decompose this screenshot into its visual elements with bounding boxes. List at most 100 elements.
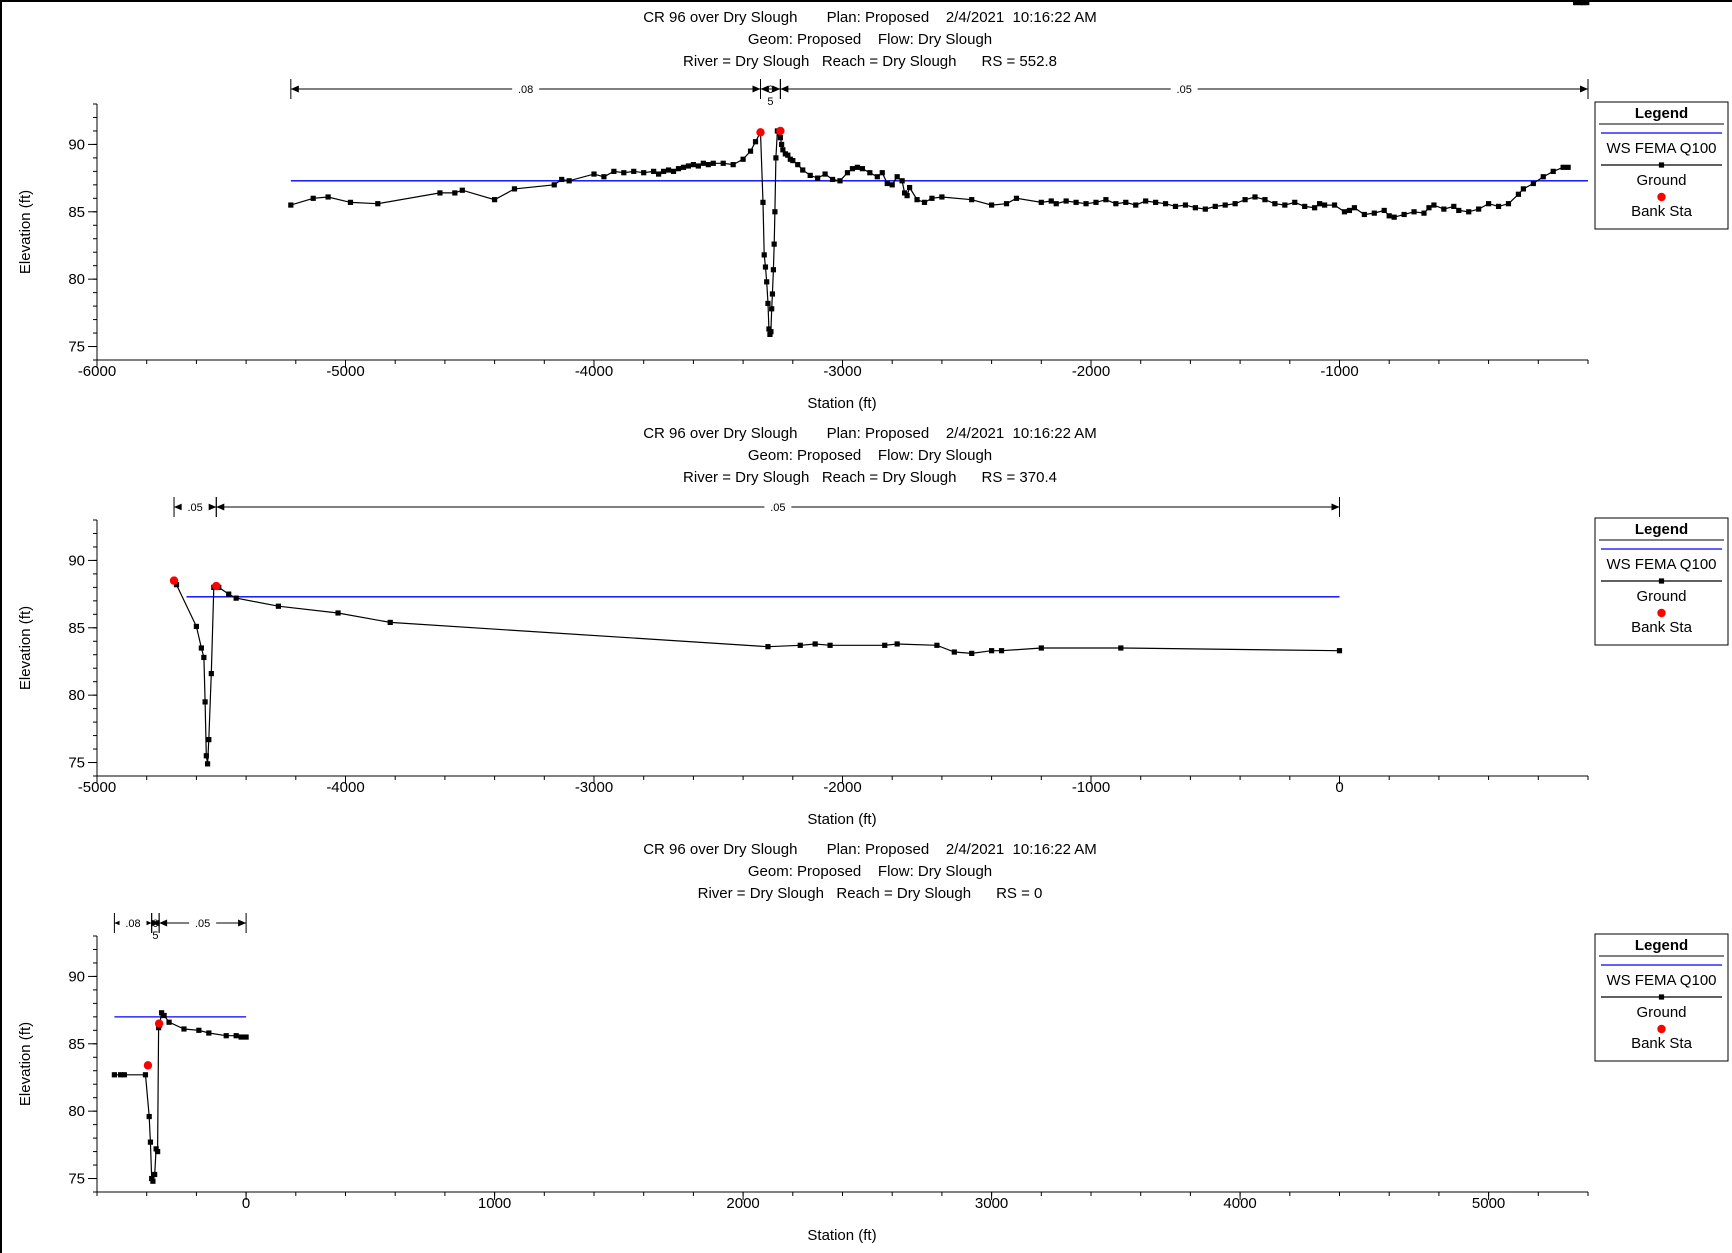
manning-n-label-bg — [512, 82, 540, 96]
y-tick-label: 85 — [68, 1036, 85, 1053]
y-tick-label: 85 — [68, 620, 85, 637]
ground-point-marker — [551, 182, 557, 188]
bank-station-marker — [776, 126, 785, 136]
ground-point-marker — [1476, 206, 1482, 212]
ground-point-marker — [1505, 201, 1512, 207]
manning-n-segment: .08 — [113, 913, 153, 933]
ground-point-marker — [1013, 195, 1020, 201]
ground-point-marker — [1162, 201, 1169, 207]
ground-point-marker — [740, 156, 746, 162]
ground-point-marker — [797, 642, 803, 648]
manning-n-label-part: 5 — [152, 930, 158, 942]
ground-point-marker — [142, 1072, 149, 1078]
manning-n-segment: .08 — [290, 79, 761, 99]
ground-point-marker — [800, 167, 806, 173]
x-tick-label: 4000 — [1223, 1195, 1256, 1212]
chart-title-line: CR 96 over Dry Slough Plan: Proposed 2/4… — [643, 425, 1097, 442]
ground-point-marker — [680, 164, 687, 170]
ground-point-marker — [181, 1026, 187, 1032]
ground-point-marker — [768, 329, 774, 335]
ground-point-marker — [159, 1010, 165, 1016]
manning-n-segment: .05 — [779, 79, 1589, 99]
ground-point-marker — [1451, 203, 1457, 209]
x-tick-label: 0 — [242, 1195, 250, 1212]
legend-item-ground: Ground — [1636, 1004, 1686, 1021]
ground-point-marker — [1048, 198, 1054, 204]
ground-point-marker — [752, 139, 759, 145]
ground-point-marker — [1441, 206, 1447, 212]
ground-point-marker — [705, 162, 711, 168]
ground-point-marker — [854, 164, 861, 170]
chart-title-line: River = Dry Slough Reach = Dry Slough RS… — [698, 885, 1043, 902]
ground-point-marker — [1153, 199, 1159, 205]
manning-n-label-part: 5 — [767, 96, 773, 108]
legend-title: Legend — [1635, 105, 1688, 122]
ground-point-marker — [1192, 205, 1198, 211]
ground-point-marker — [1113, 201, 1119, 207]
ground-point-marker — [1073, 199, 1079, 205]
ground-point-marker — [1530, 180, 1536, 187]
ground-point-marker — [730, 162, 736, 168]
ground-point-marker — [203, 753, 209, 759]
ground-point-marker — [202, 699, 208, 705]
manning-n-label: .08 — [125, 918, 140, 930]
manning-n-label-bg — [1170, 82, 1198, 96]
ground-point-marker — [894, 174, 900, 180]
ground-point-marker — [921, 199, 928, 205]
ground-point-marker — [1495, 203, 1502, 209]
manning-n-segment: .05 — [173, 497, 217, 517]
ground-point-marker — [780, 147, 786, 153]
ground-point-marker — [829, 176, 836, 183]
ground-point-marker — [766, 326, 772, 332]
legend-ground-marker — [1658, 162, 1665, 168]
ground-point-marker — [1103, 197, 1109, 203]
ground-point-marker — [1182, 202, 1189, 208]
x-tick-label: -6000 — [78, 363, 116, 380]
bank-station-marker — [154, 1019, 164, 1028]
x-tick-label: -3000 — [823, 363, 861, 380]
ground-point-marker — [387, 619, 393, 625]
ground-point-marker — [1172, 203, 1179, 209]
ground-point-marker — [1411, 209, 1417, 215]
legend-bank-swatch — [1657, 608, 1666, 618]
ground-point-marker — [166, 1019, 172, 1025]
ground-point-marker — [1371, 210, 1377, 216]
ground-point-marker — [1252, 194, 1258, 200]
bank-station-marker — [756, 128, 765, 137]
ground-point-marker — [1063, 198, 1069, 204]
manning-n-arrow-right — [752, 85, 761, 93]
y-tick-label: 85 — [68, 204, 85, 221]
y-tick-label: 90 — [68, 968, 85, 985]
ground-point-marker — [1053, 201, 1059, 207]
ground-point-marker — [459, 187, 465, 193]
ground-point-marker — [769, 291, 776, 297]
ground-point-marker — [849, 166, 856, 172]
ground-point-marker — [118, 1072, 124, 1078]
manning-n-segment: .05 — [215, 497, 1340, 517]
ground-point-marker — [591, 171, 597, 177]
chart-legend: Legend WS FEMA Q100 Ground Bank Sta — [1594, 517, 1729, 646]
ground-point-marker — [1550, 168, 1556, 174]
ground-point-marker — [1431, 202, 1437, 208]
ground-point-marker — [822, 171, 828, 177]
ground-point-marker — [1003, 201, 1010, 207]
x-tick-label: 0 — [1335, 779, 1343, 796]
x-tick-label: 1000 — [478, 1195, 511, 1212]
legend-title: Legend — [1635, 937, 1688, 954]
ground-point-marker — [223, 1033, 229, 1039]
ground-point-marker — [761, 252, 767, 258]
y-tick-label: 75 — [68, 1171, 85, 1188]
ground-point-marker — [196, 1027, 202, 1033]
ground-point-marker — [934, 642, 940, 648]
ground-point-marker — [275, 603, 282, 609]
manning-n-arrow-left — [760, 85, 769, 93]
chart-title-line: Geom: Proposed Flow: Dry Slough — [748, 31, 992, 48]
y-tick-label: 80 — [68, 271, 85, 288]
ground-point-marker — [511, 186, 518, 192]
ground-point-marker — [1321, 202, 1328, 208]
ground-point-marker — [1381, 207, 1387, 214]
